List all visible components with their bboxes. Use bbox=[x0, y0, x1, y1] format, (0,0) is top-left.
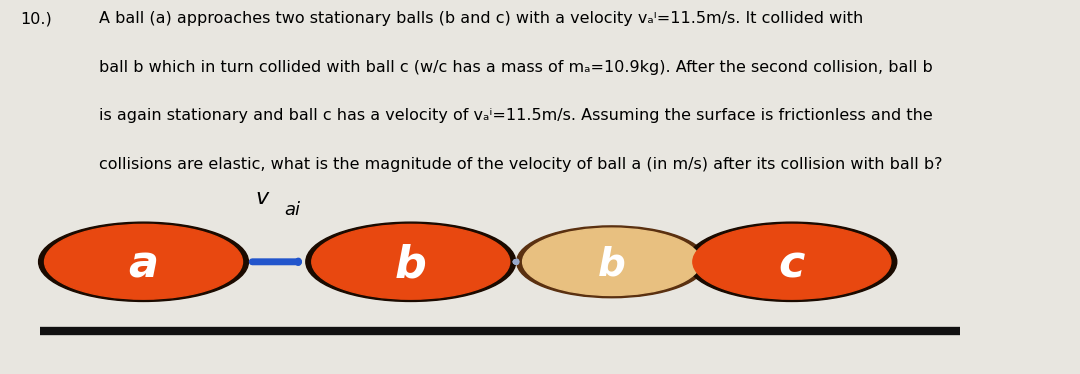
Text: v: v bbox=[255, 188, 269, 208]
Text: c: c bbox=[779, 243, 805, 286]
Text: a: a bbox=[129, 243, 159, 286]
Circle shape bbox=[516, 226, 706, 298]
Text: collisions are elastic, what is the magnitude of the velocity of ball a (in m/s): collisions are elastic, what is the magn… bbox=[99, 157, 943, 172]
Text: ball b which in turn collided with ball c (w/c has a mass of mₐ=10.9kg). After t: ball b which in turn collided with ball … bbox=[99, 60, 933, 75]
Circle shape bbox=[312, 224, 510, 299]
Circle shape bbox=[693, 224, 891, 299]
Circle shape bbox=[523, 228, 701, 295]
Circle shape bbox=[44, 224, 243, 299]
Circle shape bbox=[306, 222, 515, 301]
Circle shape bbox=[687, 222, 896, 301]
Circle shape bbox=[39, 222, 248, 301]
Text: A ball (a) approaches two stationary balls (b and c) with a velocity vₐᴵ=11.5m/s: A ball (a) approaches two stationary bal… bbox=[99, 11, 863, 26]
Text: ai: ai bbox=[284, 201, 300, 219]
Text: b: b bbox=[597, 246, 625, 284]
Text: is again stationary and ball c has a velocity of vₐⁱ=11.5m/s. Assuming the surfa: is again stationary and ball c has a vel… bbox=[99, 108, 933, 123]
Text: b: b bbox=[395, 243, 427, 286]
Text: 10.): 10.) bbox=[19, 11, 52, 26]
